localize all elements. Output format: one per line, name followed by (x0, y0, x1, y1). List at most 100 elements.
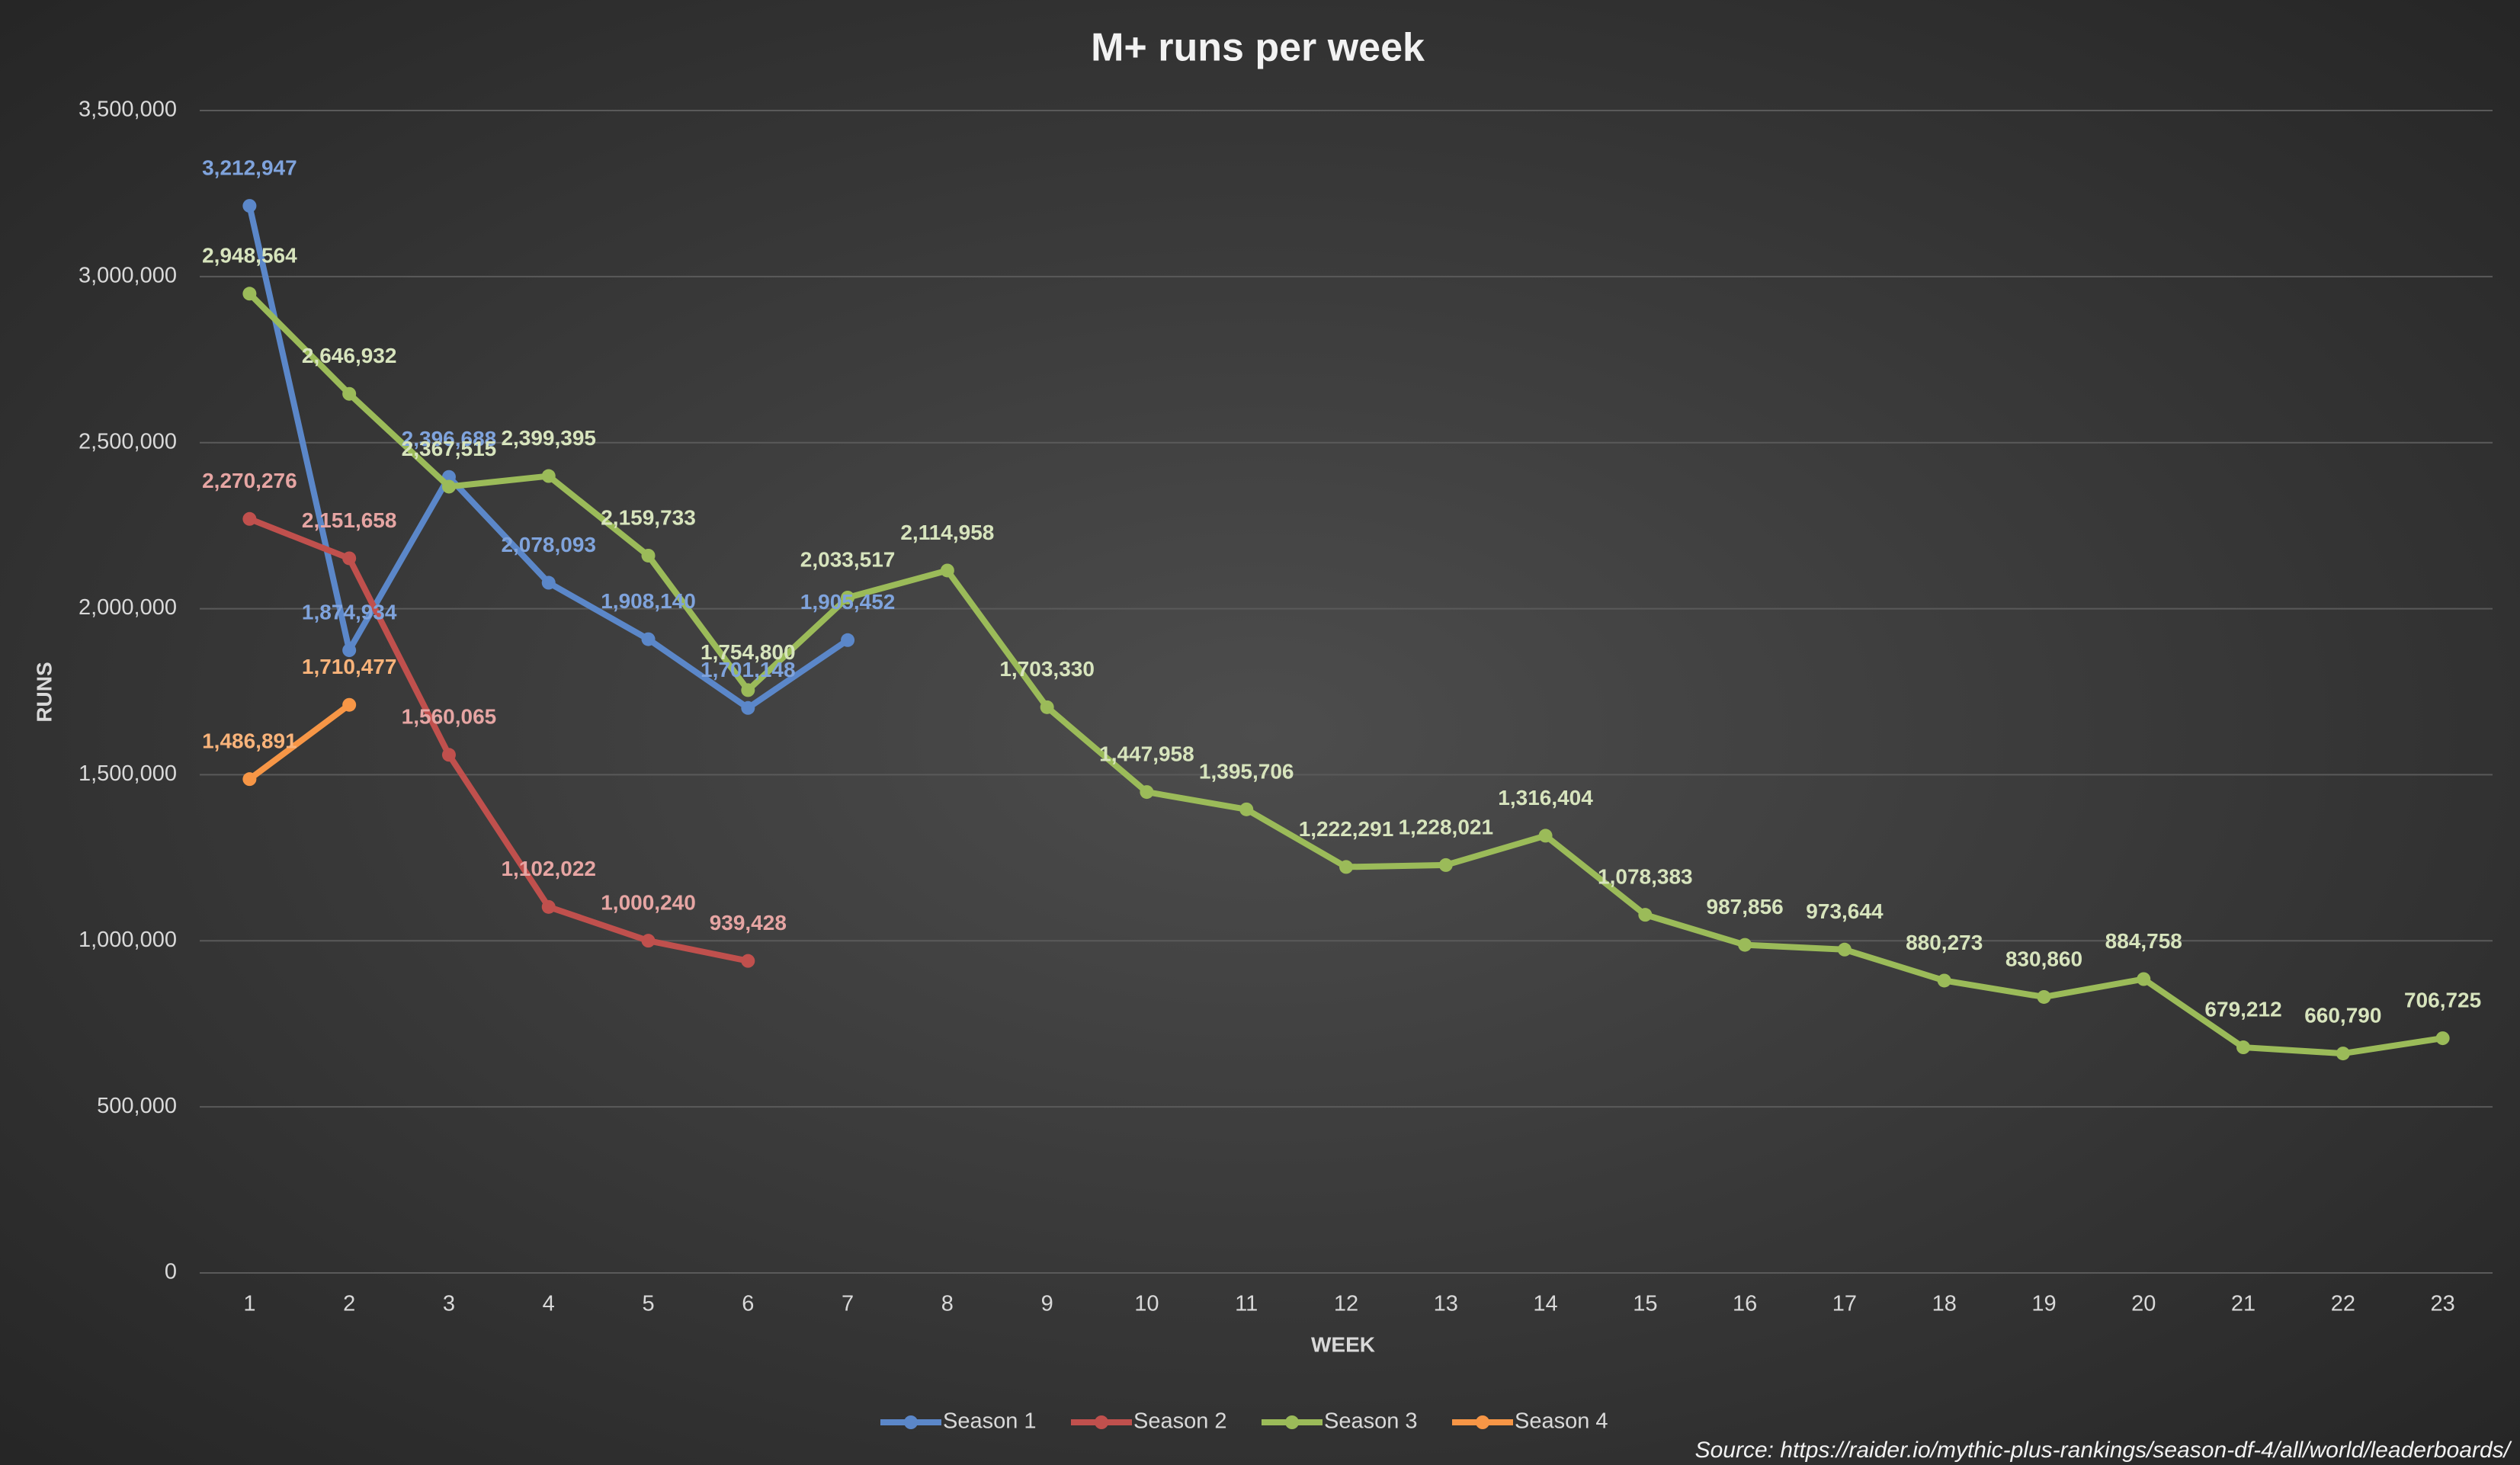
data-point (1538, 829, 1553, 843)
x-tick-label: 22 (2331, 1292, 2355, 1316)
data-label: 1,710,477 (302, 655, 397, 678)
x-tick-label: 15 (1633, 1292, 1657, 1316)
x-tick-label: 1 (243, 1292, 255, 1316)
data-label: 2,114,958 (900, 521, 994, 544)
legend-marker (1095, 1415, 1108, 1429)
legend-label: Season 2 (1133, 1409, 1227, 1434)
series-line (246, 515, 752, 964)
data-point (641, 632, 656, 646)
data-point (1438, 858, 1453, 872)
data-point (2236, 1040, 2251, 1055)
legend-marker (1285, 1415, 1299, 1429)
data-point (841, 633, 855, 647)
data-point (342, 386, 357, 401)
y-tick-label: 500,000 (97, 1094, 177, 1118)
data-label: 2,151,658 (302, 508, 397, 532)
data-label: 973,644 (1806, 899, 1884, 923)
data-point (1837, 942, 1852, 957)
y-tick-label: 1,500,000 (79, 761, 177, 786)
x-tick-label: 7 (842, 1292, 854, 1316)
data-label: 1,447,958 (1099, 742, 1194, 765)
data-label: 1,228,021 (1398, 815, 1493, 838)
data-point (441, 748, 456, 762)
data-point (2435, 1031, 2450, 1046)
data-point (1339, 860, 1353, 874)
data-point (2037, 989, 2051, 1004)
x-tick-label: 10 (1134, 1292, 1159, 1316)
data-point (242, 287, 257, 301)
data-point (242, 772, 257, 787)
x-tick-label: 11 (1235, 1292, 1258, 1316)
data-label: 1,874,934 (302, 600, 397, 624)
legend-marker (1476, 1415, 1489, 1429)
data-point (441, 479, 456, 494)
data-label: 660,790 (2304, 1003, 2381, 1027)
y-tick-label: 1,000,000 (79, 928, 177, 952)
data-label: 1,908,140 (601, 589, 696, 613)
x-tick-label: 5 (642, 1292, 654, 1316)
chart-title: M+ runs per week (1091, 26, 1425, 70)
data-label: 1,701,148 (701, 658, 796, 681)
data-point (641, 548, 656, 563)
series-line (246, 701, 353, 783)
data-point (741, 683, 755, 697)
data-label: 2,367,515 (402, 437, 497, 460)
y-tick-label: 3,500,000 (79, 98, 177, 122)
data-label: 1,395,706 (1199, 759, 1294, 783)
data-point (1738, 938, 1752, 952)
data-label: 2,033,517 (800, 547, 896, 571)
x-tick-label: 17 (1832, 1292, 1857, 1316)
data-point (1638, 908, 1653, 922)
x-tick-label: 2 (343, 1292, 355, 1316)
data-label: 2,399,395 (501, 426, 596, 450)
legend-label: Season 4 (1515, 1409, 1608, 1434)
data-label: 2,646,932 (302, 344, 397, 367)
y-tick-label: 3,000,000 (79, 264, 177, 288)
x-tick-label: 6 (742, 1292, 754, 1316)
x-tick-label: 3 (443, 1292, 455, 1316)
data-label: 3,212,947 (202, 155, 297, 179)
data-label: 679,212 (2204, 997, 2281, 1021)
y-axis-title: RUNS (32, 662, 56, 722)
data-label: 1,078,383 (1598, 865, 1693, 889)
data-label: 2,948,564 (202, 244, 297, 268)
x-tick-label: 16 (1733, 1292, 1757, 1316)
data-point (1937, 973, 1951, 988)
data-point (2336, 1047, 2350, 1061)
x-tick-label: 20 (2131, 1292, 2156, 1316)
x-tick-label: 8 (941, 1292, 954, 1316)
x-tick-label: 4 (543, 1292, 555, 1316)
data-point (242, 199, 257, 213)
data-point (1040, 700, 1054, 714)
data-point (940, 563, 954, 578)
data-label: 1,703,330 (999, 657, 1095, 681)
data-point (541, 469, 556, 483)
x-tick-label: 23 (2430, 1292, 2454, 1316)
data-point (741, 700, 755, 715)
data-point (741, 954, 755, 968)
x-tick-label: 18 (1932, 1292, 1957, 1316)
data-point (1239, 802, 1254, 816)
x-tick-label: 14 (1533, 1292, 1557, 1316)
data-label: 1,754,800 (701, 640, 796, 664)
data-point (342, 697, 357, 712)
data-label: 830,860 (2005, 947, 2082, 970)
y-tick-label: 2,500,000 (79, 429, 177, 454)
data-label: 1,486,891 (202, 729, 297, 753)
data-label: 2,396,688 (402, 427, 497, 450)
x-tick-label: 13 (1434, 1292, 1458, 1316)
data-label: 2,159,733 (601, 505, 696, 529)
source-note: Source: https://raider.io/mythic-plus-ra… (1695, 1438, 2512, 1463)
data-label: 1,905,452 (800, 590, 896, 614)
y-tick-label: 0 (165, 1260, 177, 1284)
data-label: 1,102,022 (501, 857, 596, 880)
y-tick-label: 2,000,000 (79, 595, 177, 620)
data-label: 2,078,093 (501, 533, 596, 556)
data-point (342, 643, 357, 658)
data-label: 1,316,404 (1498, 786, 1593, 809)
data-label: 1,222,291 (1299, 817, 1394, 841)
data-point (541, 575, 556, 590)
data-point (541, 899, 556, 914)
data-point (2137, 972, 2151, 986)
data-label: 884,758 (2105, 929, 2182, 953)
